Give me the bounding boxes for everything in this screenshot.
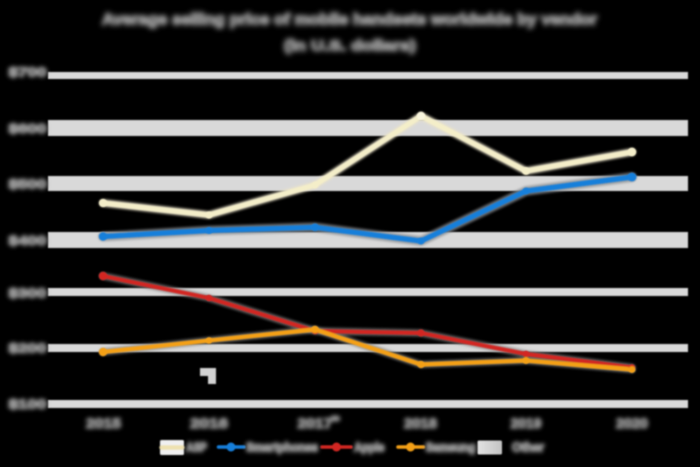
svg-text:$700: $700 xyxy=(9,65,47,80)
svg-text:$500: $500 xyxy=(9,177,47,192)
svg-text:ASP: ASP xyxy=(186,441,207,455)
svg-text:2020: 2020 xyxy=(616,416,648,431)
svg-text:e: e xyxy=(331,413,340,423)
svg-text:Other: Other xyxy=(512,441,544,455)
svg-text:Average selling price of mobil: Average selling price of mobile handsets… xyxy=(102,12,597,29)
svg-text:2015: 2015 xyxy=(86,416,122,431)
svg-text:$100: $100 xyxy=(9,397,47,412)
svg-text:$600: $600 xyxy=(9,121,47,136)
svg-text:2018: 2018 xyxy=(404,416,438,431)
svg-text:$200: $200 xyxy=(9,341,47,356)
svg-text:2016: 2016 xyxy=(190,416,229,431)
svg-text:$300: $300 xyxy=(9,286,47,301)
svg-text:2017: 2017 xyxy=(298,416,333,431)
svg-text:Samsung: Samsung xyxy=(426,441,476,455)
svg-text:Smartphones: Smartphones xyxy=(246,441,318,455)
svg-text:$400: $400 xyxy=(9,233,47,248)
svg-text:2019: 2019 xyxy=(511,416,542,431)
svg-text:Apple: Apple xyxy=(354,441,385,455)
svg-text:(in U.S. dollars): (in U.S. dollars) xyxy=(284,38,416,55)
